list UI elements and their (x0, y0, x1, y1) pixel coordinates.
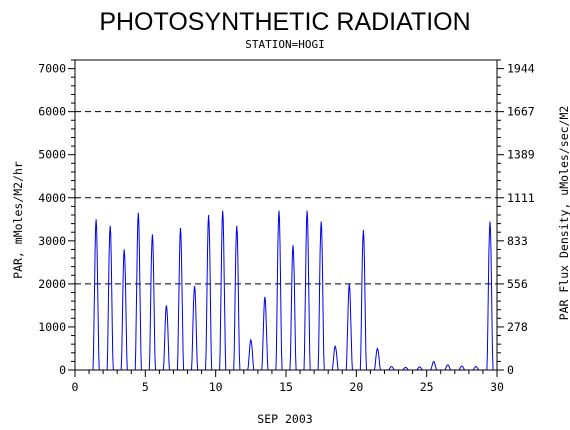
x-tick-label: 10 (209, 380, 223, 394)
y2-tick-label: 556 (507, 277, 528, 291)
daily-peak-point (292, 244, 294, 246)
daily-peak-point (95, 218, 97, 220)
y-tick-label: 1000 (38, 320, 66, 334)
daily-peak-point (250, 339, 252, 341)
y-tick-label: 2000 (38, 277, 66, 291)
x-tick-label: 25 (420, 380, 434, 394)
x-tick-label: 0 (72, 380, 79, 394)
y2-tick-label: 278 (507, 320, 528, 334)
daily-peak-point (390, 365, 392, 367)
daily-peak-point (461, 365, 463, 367)
y2-tick-label: 1944 (507, 62, 535, 76)
daily-peak-point (207, 214, 209, 216)
y-tick-label: 0 (59, 363, 66, 377)
y2-tick-label: 833 (507, 234, 528, 248)
x-tick-label: 30 (490, 380, 504, 394)
daily-peak-point (264, 296, 266, 298)
y-axis-label: PAR, mMoles/M2/hr (11, 161, 25, 279)
y-tick-label: 3000 (38, 234, 66, 248)
daily-peak-point (165, 304, 167, 306)
y-tick-label: 5000 (38, 148, 66, 162)
y-tick-label: 4000 (38, 191, 66, 205)
y2-tick-label: 1389 (507, 148, 535, 162)
y2-tick-label: 1667 (507, 105, 535, 119)
y2-axis-label: PAR Flux Density, uMoles/sec/M2 (557, 106, 570, 321)
par-series-line (86, 210, 495, 371)
daily-peak-point (489, 220, 491, 222)
daily-peak-point (404, 366, 406, 368)
daily-peak-point (433, 360, 435, 362)
daily-peak-point (362, 229, 364, 231)
daily-peak-point (447, 364, 449, 366)
daily-peak-point (334, 345, 336, 347)
daily-peak-point (236, 225, 238, 227)
daily-peak-point (418, 366, 420, 368)
chart-title: PHOTOSYNTHETIC RADIATION (99, 8, 470, 36)
daily-peak-point (109, 225, 111, 227)
daily-peak-point (348, 283, 350, 285)
y-tick-label: 7000 (38, 62, 66, 76)
daily-peak-point (151, 233, 153, 235)
daily-peak-point (193, 285, 195, 287)
daily-peak-point (278, 209, 280, 211)
y-tick-label: 6000 (38, 105, 66, 119)
daily-peak-point (137, 212, 139, 214)
x-axis-label: SEP 2003 (257, 412, 312, 426)
daily-peak-point (222, 209, 224, 211)
daily-peak-point (123, 248, 125, 250)
daily-peak-point (475, 365, 477, 367)
chart-subtitle: STATION=HOGI (245, 38, 324, 51)
y-axis-right: 0 278 556 833 1111 1389 1667 1944 (497, 59, 535, 377)
daily-peak-point (320, 220, 322, 222)
daily-peak-point (179, 227, 181, 229)
reference-lines (75, 111, 497, 285)
x-axis: 0 5 10 15 20 25 30 (72, 370, 504, 394)
y2-tick-label: 1111 (507, 191, 535, 205)
x-tick-label: 5 (142, 380, 149, 394)
x-tick-label: 15 (279, 380, 293, 394)
x-tick-label: 20 (349, 380, 363, 394)
daily-peak-point (306, 209, 308, 211)
y2-tick-label: 0 (507, 363, 514, 377)
y-axis-left: 0 1000 2000 3000 4000 5000 6000 7000 (38, 59, 75, 377)
daily-peak-point (376, 347, 378, 349)
